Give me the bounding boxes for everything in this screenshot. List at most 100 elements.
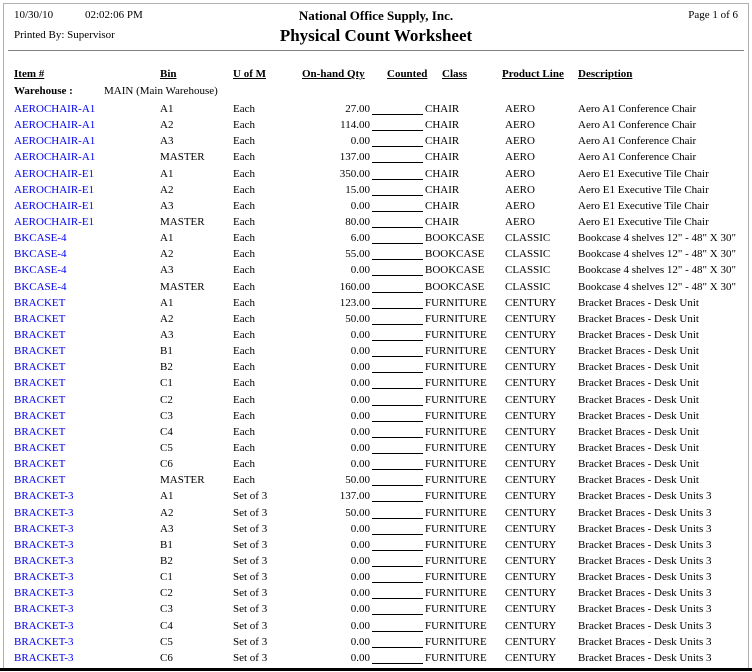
item-link[interactable]: BRACKET-3 (14, 506, 74, 519)
uofm-cell: Each (233, 183, 255, 196)
item-link[interactable]: AEROCHAIR-E1 (14, 215, 95, 228)
product-line-cell: CLASSIC (505, 280, 551, 293)
table-row: BRACKET C4 Each 0.00 FURNITURE CENTURY Bracket… (0, 425, 752, 441)
class-cell: FURNITURE (425, 425, 487, 438)
onhand-qty-cell: 123.00 (339, 296, 370, 309)
item-link[interactable]: BRACKET (14, 458, 66, 471)
item-link[interactable]: BRACKET (14, 296, 66, 309)
column-header-product-line: Product Line (502, 68, 564, 80)
item-link[interactable]: BRACKET-3 (14, 603, 74, 616)
warehouse-label: Warehouse : (14, 85, 73, 97)
uofm-cell: Each (233, 215, 255, 228)
onhand-qty-cell: 0.00 (350, 458, 370, 471)
item-link[interactable]: BRACKET-3 (14, 490, 74, 503)
item-link[interactable]: BRACKET-3 (14, 619, 74, 632)
product-line-cell: CENTURY (505, 425, 557, 438)
uofm-cell: Each (233, 280, 255, 293)
class-cell: FURNITURE (425, 554, 487, 567)
onhand-qty-cell: 0.00 (350, 345, 370, 358)
item-link[interactable]: BKCASE-4 (14, 232, 67, 245)
table-row: AEROCHAIR-A1 A2 Each 114.00 CHAIR AERO Aero A1… (0, 118, 752, 134)
warehouse-value: MAIN (Main Warehouse) (104, 85, 218, 97)
item-link[interactable]: AEROCHAIR-A1 (14, 103, 96, 115)
table-row: BRACKET-3 B1 Set of 3 0.00 FURNITURE CENTURY B… (0, 538, 752, 554)
table-row: AEROCHAIR-E1 MASTER Each 80.00 CHAIR AERO Aero… (0, 215, 752, 231)
uofm-cell: Each (233, 248, 255, 261)
item-link[interactable]: BRACKET (14, 441, 66, 454)
description-cell: Bookcase 4 shelves 12" - 48" X 30" (578, 248, 736, 261)
class-cell: FURNITURE (425, 587, 487, 600)
uofm-cell: Each (233, 409, 255, 422)
description-cell: Bookcase 4 shelves 12" - 48" X 30" (578, 280, 736, 293)
item-link[interactable]: BRACKET (14, 312, 66, 325)
onhand-qty-cell: 0.00 (350, 328, 370, 341)
uofm-cell: Each (233, 361, 255, 374)
uofm-cell: Each (233, 377, 255, 390)
product-line-cell: AERO (505, 135, 535, 148)
item-link[interactable]: BRACKET-3 (14, 635, 74, 648)
bin-cell: A2 (160, 506, 174, 519)
worksheet-rows: AEROCHAIR-A1 A1 Each 27.00 CHAIR AERO Aero A1 … (0, 102, 752, 667)
item-link[interactable]: BRACKET-3 (14, 651, 74, 664)
bin-cell: A1 (160, 167, 174, 180)
counted-blank-line (372, 393, 423, 406)
item-link[interactable]: BRACKET (14, 345, 66, 358)
uofm-cell: Set of 3 (233, 554, 268, 567)
product-line-cell: CENTURY (505, 619, 557, 632)
item-link[interactable]: BRACKET-3 (14, 554, 74, 567)
table-row: AEROCHAIR-E1 A3 Each 0.00 CHAIR AERO Aero E1 E… (0, 199, 752, 215)
item-link[interactable]: BRACKET-3 (14, 522, 74, 535)
item-link[interactable]: AEROCHAIR-E1 (14, 167, 95, 180)
counted-blank-line (372, 344, 423, 358)
counted-blank-line (372, 376, 423, 390)
item-link[interactable]: BRACKET (14, 409, 66, 422)
item-link[interactable]: AEROCHAIR-A1 (14, 151, 96, 164)
table-row: AEROCHAIR-A1 A1 Each 27.00 CHAIR AERO Aero A1 … (0, 102, 752, 118)
class-cell: FURNITURE (425, 328, 487, 341)
bin-cell: A3 (160, 135, 174, 148)
uofm-cell: Each (233, 232, 255, 245)
description-cell: Bracket Braces - Desk Unit (578, 361, 699, 374)
item-link[interactable]: BRACKET (14, 425, 66, 438)
item-link[interactable]: AEROCHAIR-A1 (14, 135, 96, 148)
onhand-qty-cell: 6.00 (350, 232, 370, 245)
item-link[interactable]: BRACKET (14, 377, 66, 390)
class-cell: BOOKCASE (425, 264, 485, 277)
onhand-qty-cell: 50.00 (345, 506, 370, 519)
description-cell: Bracket Braces - Desk Unit (578, 474, 699, 487)
bin-cell: B1 (160, 538, 173, 551)
description-cell: Aero E1 Executive Tile Chair (578, 215, 709, 228)
item-link[interactable]: BKCASE-4 (14, 280, 67, 293)
item-link[interactable]: BRACKET (14, 361, 66, 374)
table-row: BRACKET B1 Each 0.00 FURNITURE CENTURY Bracket… (0, 344, 752, 360)
table-row: BRACKET-3 C4 Set of 3 0.00 FURNITURE CENTURY B… (0, 619, 752, 635)
counted-blank-line (372, 263, 423, 277)
item-link[interactable]: AEROCHAIR-E1 (14, 183, 95, 196)
class-cell: FURNITURE (425, 635, 487, 648)
uofm-cell: Set of 3 (233, 538, 268, 551)
item-link[interactable]: BKCASE-4 (14, 248, 67, 261)
table-row: AEROCHAIR-E1 A1 Each 350.00 CHAIR AERO Aero E1… (0, 167, 752, 183)
onhand-qty-cell: 0.00 (350, 441, 370, 454)
table-row: BRACKET C5 Each 0.00 FURNITURE CENTURY Bracket… (0, 441, 752, 457)
item-link[interactable]: BRACKET (14, 474, 66, 487)
table-row: BKCASE-4 A2 Each 55.00 BOOKCASE CLASSIC Bookca… (0, 247, 752, 263)
counted-blank-line (372, 554, 423, 567)
item-link[interactable]: BRACKET (14, 393, 66, 406)
product-line-cell: AERO (505, 183, 535, 196)
uofm-cell: Each (233, 119, 255, 132)
item-link[interactable]: BRACKET-3 (14, 538, 74, 551)
class-cell: CHAIR (425, 119, 460, 132)
header-divider (8, 50, 744, 51)
item-link[interactable]: BRACKET-3 (14, 571, 74, 584)
item-link[interactable]: AEROCHAIR-A1 (14, 119, 96, 132)
item-link[interactable]: AEROCHAIR-E1 (14, 199, 95, 212)
item-link[interactable]: BRACKET-3 (14, 587, 74, 600)
table-row: BRACKET-3 C5 Set of 3 0.00 FURNITURE CENTURY B… (0, 635, 752, 651)
bin-cell: C6 (160, 458, 173, 471)
bin-cell: A1 (160, 490, 174, 503)
item-link[interactable]: BKCASE-4 (14, 264, 67, 277)
uofm-cell: Each (233, 296, 255, 309)
bin-cell: C2 (160, 587, 173, 600)
item-link[interactable]: BRACKET (14, 328, 66, 341)
